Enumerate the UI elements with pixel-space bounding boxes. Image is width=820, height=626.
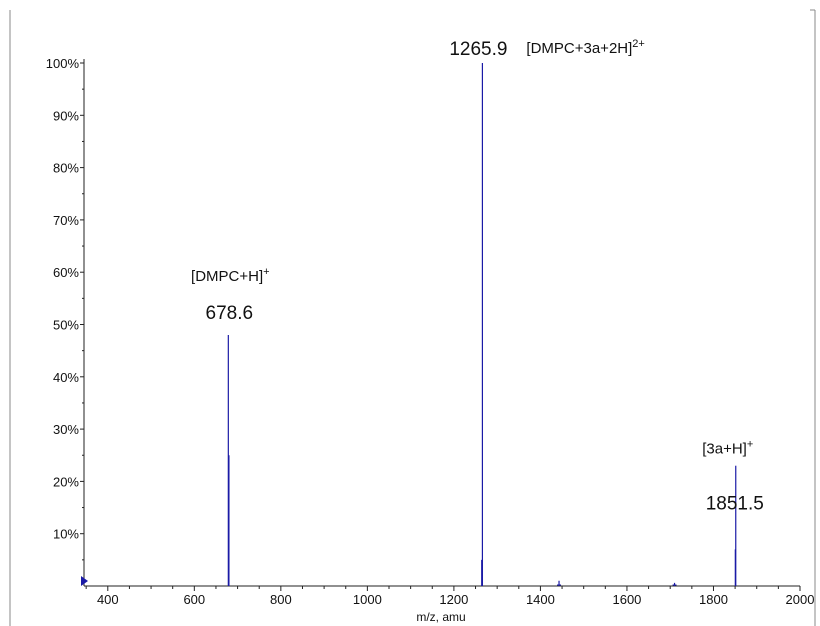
y-tick-label: 80%	[53, 161, 79, 176]
x-tick-label: 800	[270, 592, 292, 607]
y-axis: 10% 20% 30% 40% 50% 60% 70% 80% 90% 100%	[46, 56, 85, 586]
x-tick-label: 2000	[786, 592, 815, 607]
x-tick-label: 1200	[439, 592, 468, 607]
x-tick-label: 1400	[526, 592, 555, 607]
annotation-ion: [3a+H]+	[702, 439, 753, 458]
peak-annotations: 1265.9 [DMPC+3a+2H]2+ [DMPC+H]+ 678.6 [3a+H]…	[191, 38, 764, 515]
axis-marker-icon	[81, 576, 88, 586]
x-axis: 400 600 800 1000 1200 1400 1600 1800 2000	[84, 585, 815, 607]
y-tick-label: 70%	[53, 213, 79, 228]
y-tick-label: 100%	[46, 56, 80, 71]
y-tick-label: 50%	[53, 318, 79, 333]
x-axis-label: m/z, amu	[416, 610, 465, 624]
x-tick-label: 1600	[612, 592, 641, 607]
annotation-value: 678.6	[206, 303, 254, 324]
annotation-ion: [DMPC+3a+2H]2+	[526, 38, 644, 57]
x-tick-label: 1800	[699, 592, 728, 607]
y-tick-label: 20%	[53, 474, 79, 489]
y-tick-label: 10%	[53, 527, 79, 542]
peak-series	[227, 63, 737, 586]
y-tick-label: 40%	[53, 370, 79, 385]
annotation-value: 1265.9	[449, 39, 507, 60]
annotation-ion: [DMPC+H]+	[191, 266, 270, 285]
y-tick-label: 90%	[53, 108, 79, 123]
x-tick-label: 600	[183, 592, 205, 607]
x-tick-label: 1000	[353, 592, 382, 607]
annotation-value: 1851.5	[706, 494, 764, 515]
x-tick-label: 400	[97, 592, 119, 607]
y-tick-label: 60%	[53, 265, 79, 280]
y-tick-label: 30%	[53, 422, 79, 437]
